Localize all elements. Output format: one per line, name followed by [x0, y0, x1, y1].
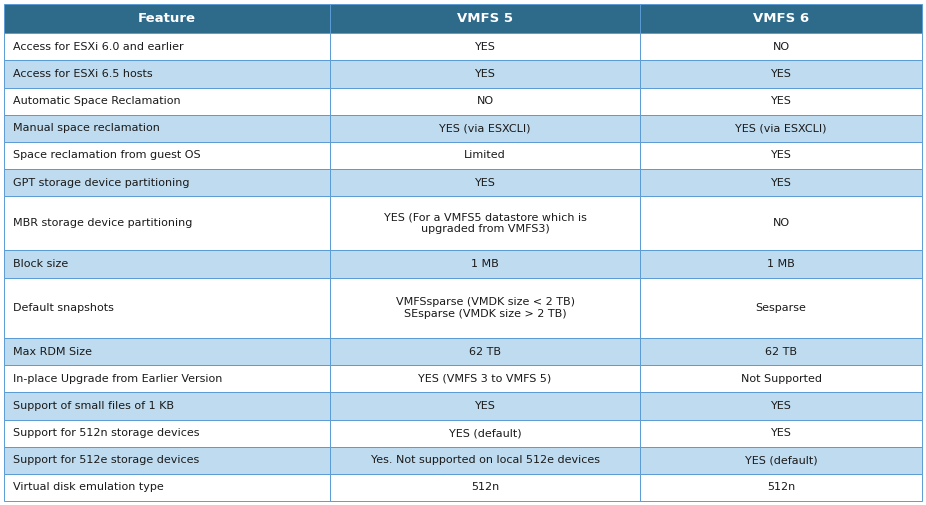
Bar [640, 115, 922, 142]
Bar [640, 87, 922, 115]
Text: Automatic Space Reclamation: Automatic Space Reclamation [13, 96, 181, 106]
Bar [330, 169, 640, 196]
Bar [640, 420, 922, 447]
Text: 1 MB: 1 MB [768, 259, 795, 269]
Bar [330, 365, 640, 392]
Bar [640, 365, 922, 392]
Text: YES: YES [770, 96, 792, 106]
Bar [330, 420, 640, 447]
Bar [640, 278, 922, 338]
Bar [4, 474, 330, 501]
Bar [640, 142, 922, 169]
Text: Support of small files of 1 KB: Support of small files of 1 KB [13, 401, 174, 411]
Text: YES: YES [770, 150, 792, 161]
Text: YES (For a VMFS5 datastore which is
upgraded from VMFS3): YES (For a VMFS5 datastore which is upgr… [383, 212, 586, 234]
Text: VMFS 6: VMFS 6 [753, 12, 809, 25]
Text: YES: YES [475, 401, 495, 411]
Bar [640, 392, 922, 420]
Text: YES (via ESXCLI): YES (via ESXCLI) [735, 123, 827, 133]
Text: Access for ESXi 6.0 and earlier: Access for ESXi 6.0 and earlier [13, 42, 183, 52]
Text: MBR storage device partitioning: MBR storage device partitioning [13, 218, 193, 228]
Bar [4, 169, 330, 196]
Bar [330, 61, 640, 87]
Bar [330, 392, 640, 420]
Bar [4, 142, 330, 169]
Text: YES (VMFS 3 to VMFS 5): YES (VMFS 3 to VMFS 5) [419, 374, 552, 384]
Bar [330, 4, 640, 33]
Bar [640, 338, 922, 365]
Bar [4, 278, 330, 338]
Text: GPT storage device partitioning: GPT storage device partitioning [13, 178, 190, 187]
Text: Support for 512e storage devices: Support for 512e storage devices [13, 456, 199, 465]
Bar [640, 33, 922, 61]
Bar [4, 196, 330, 250]
Text: YES: YES [770, 69, 792, 79]
Bar [4, 392, 330, 420]
Text: YES: YES [770, 178, 792, 187]
Text: Limited: Limited [464, 150, 506, 161]
Bar [640, 4, 922, 33]
Bar [640, 250, 922, 278]
Text: Default snapshots: Default snapshots [13, 303, 114, 313]
Bar [4, 420, 330, 447]
Bar [4, 33, 330, 61]
Text: Access for ESXi 6.5 hosts: Access for ESXi 6.5 hosts [13, 69, 153, 79]
Bar [4, 338, 330, 365]
Bar [4, 365, 330, 392]
Text: NO: NO [772, 218, 790, 228]
Bar [330, 474, 640, 501]
Bar [330, 278, 640, 338]
Bar [4, 115, 330, 142]
Text: YES: YES [475, 42, 495, 52]
Text: YES: YES [770, 428, 792, 438]
Text: Feature: Feature [138, 12, 196, 25]
Text: YES (default): YES (default) [745, 456, 818, 465]
Text: YES: YES [770, 401, 792, 411]
Text: 1 MB: 1 MB [471, 259, 499, 269]
Text: YES: YES [475, 69, 495, 79]
Bar [330, 87, 640, 115]
Text: 512n: 512n [471, 482, 499, 492]
Bar [4, 250, 330, 278]
Text: Block size: Block size [13, 259, 69, 269]
Text: Yes. Not supported on local 512e devices: Yes. Not supported on local 512e devices [370, 456, 599, 465]
Bar [330, 33, 640, 61]
Bar [640, 447, 922, 474]
Bar [330, 250, 640, 278]
Text: 512n: 512n [767, 482, 795, 492]
Text: In-place Upgrade from Earlier Version: In-place Upgrade from Earlier Version [13, 374, 222, 384]
Bar [330, 115, 640, 142]
Bar [640, 196, 922, 250]
Bar [640, 169, 922, 196]
Bar [4, 61, 330, 87]
Bar [4, 447, 330, 474]
Bar [330, 338, 640, 365]
Bar [640, 61, 922, 87]
Bar [330, 142, 640, 169]
Text: Virtual disk emulation type: Virtual disk emulation type [13, 482, 164, 492]
Text: Space reclamation from guest OS: Space reclamation from guest OS [13, 150, 201, 161]
Text: Sesparse: Sesparse [756, 303, 807, 313]
Bar [330, 196, 640, 250]
Text: VMFS 5: VMFS 5 [457, 12, 513, 25]
Text: YES (via ESXCLI): YES (via ESXCLI) [439, 123, 531, 133]
Text: VMFSsparse (VMDK size < 2 TB)
SEsparse (VMDK size > 2 TB): VMFSsparse (VMDK size < 2 TB) SEsparse (… [395, 296, 574, 319]
Bar [4, 4, 330, 33]
Text: Support for 512n storage devices: Support for 512n storage devices [13, 428, 199, 438]
Bar [4, 87, 330, 115]
Text: 62 TB: 62 TB [765, 347, 797, 357]
Text: NO: NO [477, 96, 494, 106]
Text: Not Supported: Not Supported [741, 374, 821, 384]
Text: NO: NO [772, 42, 790, 52]
Text: 62 TB: 62 TB [469, 347, 501, 357]
Text: Manual space reclamation: Manual space reclamation [13, 123, 160, 133]
Bar [330, 447, 640, 474]
Text: YES: YES [475, 178, 495, 187]
Text: YES (default): YES (default) [449, 428, 521, 438]
Text: Max RDM Size: Max RDM Size [13, 347, 92, 357]
Bar [640, 474, 922, 501]
